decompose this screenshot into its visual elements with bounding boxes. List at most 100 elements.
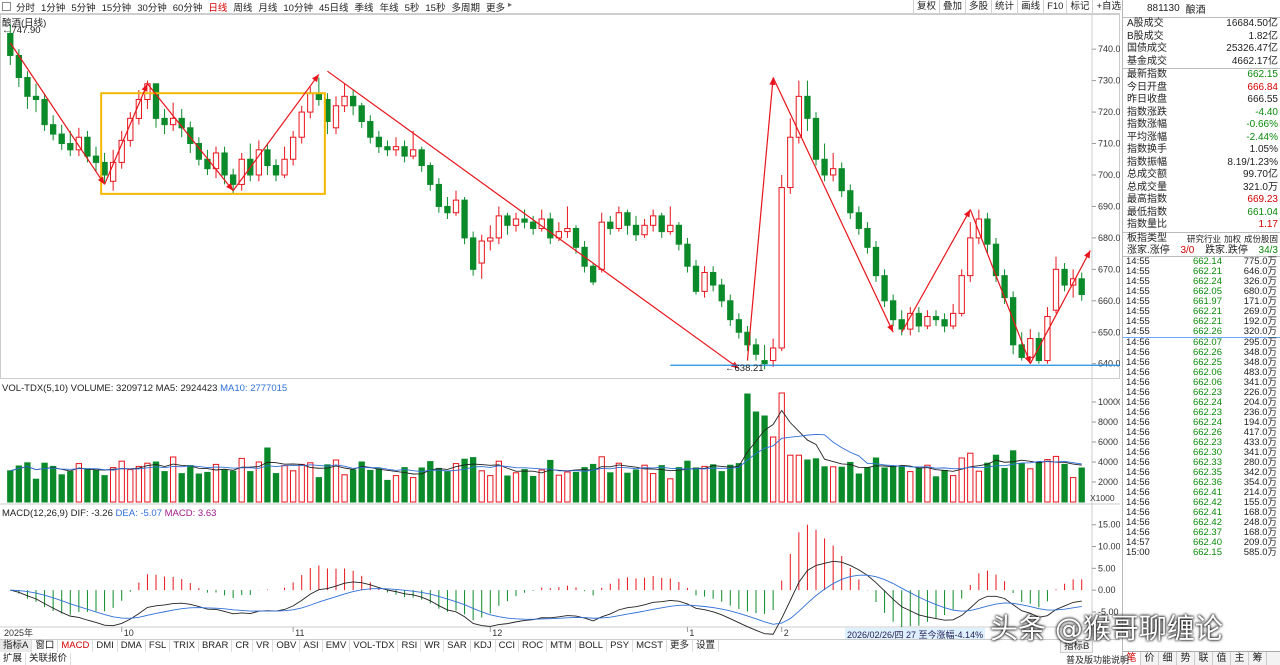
indicator-tab-12[interactable]: EMV	[323, 640, 351, 652]
quote-tab-5[interactable]: 值	[1213, 652, 1231, 665]
tick-volume: 204.0万	[1243, 397, 1277, 408]
board-tag[interactable]: 加权	[1223, 233, 1241, 244]
more-arrow-icon[interactable]: ▸	[507, 0, 512, 9]
candle	[161, 117, 168, 126]
candle	[238, 158, 245, 185]
quote-tab-0[interactable]: 笔	[1123, 652, 1141, 665]
period-tab-7[interactable]: 周线	[233, 2, 253, 14]
kline-chart[interactable]: 740.0 730.0 720.0 710.0 700.0 690.0 680.0 670.0…	[0, 14, 1120, 639]
period-tab-0[interactable]: 分时	[16, 2, 36, 14]
board-tag[interactable]: 研究行业	[1186, 233, 1221, 244]
period-tab-4[interactable]: 30分钟	[137, 2, 167, 14]
chart-tool-1[interactable]: 叠加	[939, 0, 965, 14]
trend-arrow-up-5-head	[1084, 250, 1091, 259]
turnover-value: 4662.17亿	[1231, 55, 1278, 67]
period-tab-14[interactable]: 15秒	[425, 2, 446, 14]
indicator-tab-3[interactable]: DMI	[93, 640, 118, 652]
volume-bar	[324, 464, 331, 503]
period-tab-2[interactable]: 5分钟	[71, 2, 96, 14]
chart-tool-7[interactable]: +自选	[1092, 0, 1124, 14]
quote-tab-4[interactable]: 联	[1195, 652, 1213, 665]
volume-bar	[564, 471, 571, 503]
volume-bar	[598, 456, 605, 503]
period-tab-10[interactable]: 45日线	[318, 2, 349, 14]
indicator-tab-15[interactable]: WR	[421, 640, 445, 652]
period-tab-12[interactable]: 年线	[379, 2, 399, 14]
board-tag[interactable]: 成份股固	[1243, 233, 1278, 244]
indicator-tab-14[interactable]: RSI	[398, 640, 422, 652]
chart-tool-0[interactable]: 复权	[913, 0, 939, 14]
trend-arrow-down-4-head	[887, 324, 894, 333]
indicator-tab-7[interactable]: BRAR	[199, 640, 233, 652]
indicator-tab-25[interactable]: 设置	[693, 640, 720, 652]
candle	[452, 199, 460, 214]
candle	[478, 240, 485, 264]
volume-bar	[709, 464, 717, 503]
quote-tab-1[interactable]: 价	[1141, 652, 1159, 665]
indicator-tab-0[interactable]: 指标A	[0, 640, 33, 652]
bottom-tab-0[interactable]: 扩展	[0, 652, 27, 665]
period-tab-16[interactable]: 更多	[485, 2, 505, 14]
indicator-tab-20[interactable]: MTM	[547, 640, 576, 652]
indicator-tab-2[interactable]: MACD	[58, 640, 94, 652]
indicator-tab-18[interactable]: CCI	[496, 640, 520, 652]
candle	[564, 227, 571, 233]
indicator-tab-6[interactable]: TRIX	[170, 640, 199, 652]
indicator-tab-1[interactable]: 窗口	[32, 640, 59, 652]
volume-bar	[469, 457, 477, 503]
quote-tab-2[interactable]: 细	[1159, 652, 1177, 665]
volume-bar	[684, 460, 691, 503]
help-label[interactable]: 普及版功能说明	[1066, 655, 1130, 665]
indicator-tab-16[interactable]: SAR	[444, 640, 471, 652]
indicator-tab-24[interactable]: 更多	[667, 640, 694, 652]
indicator-tab-4[interactable]: DMA	[118, 640, 146, 652]
fast-button-0[interactable]: 指标B	[1060, 640, 1094, 653]
period-tab-8[interactable]: 月线	[258, 2, 278, 14]
quote-tab-6[interactable]: 主	[1231, 652, 1249, 665]
indicator-tab-10[interactable]: OBV	[273, 640, 301, 652]
index-stat-row: 指数量比 1.17	[1123, 219, 1280, 232]
indicator-tab-9[interactable]: VR	[253, 640, 274, 652]
tick-row: 14:56 662.41 214.0万	[1123, 488, 1280, 498]
trend-arrow-down-2-head	[226, 183, 234, 191]
period-tab-9[interactable]: 10分钟	[283, 2, 313, 14]
chart-tool-2[interactable]: 多股	[965, 0, 991, 14]
indicator-tab-5[interactable]: FSL	[146, 640, 171, 652]
tick-list[interactable]: 14:55 662.14 775.0万 14:55 662.21 646.0万 14:55 6…	[1123, 257, 1280, 558]
period-tab-3[interactable]: 15分钟	[101, 2, 132, 14]
indicator-tab-19[interactable]: ROC	[519, 640, 548, 652]
bottom-tab-1[interactable]: 关联报价	[26, 652, 72, 665]
indicator-tab-13[interactable]: VOL-TDX	[350, 640, 399, 652]
tick-price: 662.42	[1192, 497, 1222, 508]
period-tab-1[interactable]: 1分钟	[41, 2, 66, 14]
chart-tool-5[interactable]: F10	[1043, 0, 1066, 14]
tick-price: 662.40	[1192, 537, 1222, 548]
candle	[727, 300, 734, 321]
period-tab-5[interactable]: 60分钟	[172, 2, 203, 14]
chart-tool-4[interactable]: 画线	[1017, 0, 1043, 14]
indicator-tab-17[interactable]: KDJ	[471, 640, 496, 652]
volume-bar	[255, 461, 263, 503]
tick-time: 14:56	[1126, 337, 1150, 348]
candle	[7, 32, 14, 56]
candle	[444, 205, 451, 214]
quote-tab-7[interactable]: 筹	[1249, 652, 1267, 665]
period-tab-11[interactable]: 季线	[354, 2, 374, 14]
indicator-tab-22[interactable]: PSY	[607, 640, 634, 652]
candle	[298, 111, 305, 138]
quote-tab-3[interactable]: 势	[1177, 652, 1195, 665]
indicator-tab-8[interactable]: CR	[232, 640, 254, 652]
chart-tool-6[interactable]: 标记	[1066, 0, 1092, 14]
indicator-tab-21[interactable]: BOLL	[576, 640, 608, 652]
index-stat-row: 今日开盘 666.84	[1123, 82, 1280, 95]
chart-tool-3[interactable]: 统计	[991, 0, 1017, 14]
indicator-tab-23[interactable]: MCST	[633, 640, 668, 652]
tick-price: 662.06	[1192, 377, 1222, 388]
candle	[272, 165, 280, 176]
period-tab-15[interactable]: 多周期	[451, 2, 480, 14]
period-tab-13[interactable]: 5秒	[404, 2, 420, 14]
period-tab-6[interactable]: 日线	[208, 2, 228, 14]
tick-row: 14:56 662.24 194.0万	[1123, 418, 1280, 428]
menu-icon[interactable]	[2, 2, 11, 11]
indicator-tab-11[interactable]: ASI	[300, 640, 323, 652]
